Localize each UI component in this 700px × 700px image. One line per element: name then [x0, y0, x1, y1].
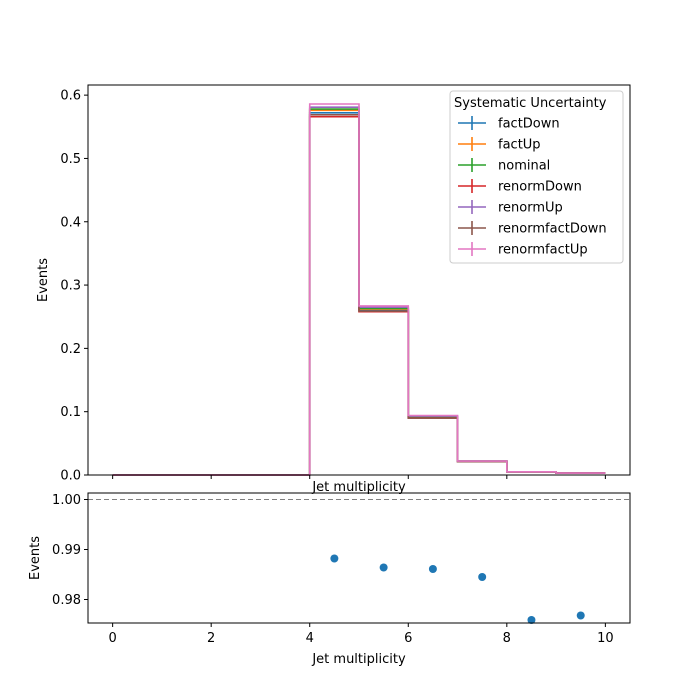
- main-plot-frame: [87, 84, 631, 476]
- legend-label: factDown: [498, 117, 560, 132]
- legend-items: factDown factUp nominal renormDown renormUp r…: [458, 116, 607, 258]
- ratio-y-ticks: 0.98 0.99 1.00: [52, 493, 88, 608]
- legend-box: [449, 90, 624, 264]
- ratio-x-tick-label: 2: [207, 631, 215, 646]
- ratio-point: [576, 611, 585, 620]
- main-y-ticks: 0.0 0.1 0.2 0.3 0.4 0.5 0.6: [60, 89, 88, 484]
- main-y-tick-label: 0.2: [60, 342, 81, 357]
- main-y-tick-label: 0.5: [60, 152, 81, 167]
- legend-item-nominal: nominal: [458, 158, 550, 174]
- ratio-x-tick-label: 0: [108, 631, 116, 646]
- main-y-tick-label: 0.1: [60, 405, 81, 420]
- main-y-tick-label: 0.3: [60, 279, 81, 294]
- legend-item-renormfactDown: renormfactDown: [458, 221, 607, 237]
- legend: Systematic Uncertainty factDown factUp nom…: [449, 90, 624, 264]
- legend-item-renormUp: renormUp: [458, 200, 563, 216]
- ratio-y-axis-label: Events: [28, 536, 43, 580]
- legend-label: renormUp: [498, 201, 563, 216]
- ratio-point: [478, 573, 487, 581]
- main-x-ticks: [112, 475, 606, 479]
- ratio-panel: 0 2 4 6 8 10 0.98 0.99 1.00 Jet multiplicity Ev…: [28, 492, 631, 667]
- main-y-tick-label: 0.6: [60, 89, 81, 104]
- legend-title: Systematic Uncertainty: [454, 96, 607, 111]
- ratio-point: [428, 565, 437, 573]
- legend-label: renormDown: [498, 180, 582, 195]
- legend-label: renormfactUp: [498, 243, 588, 258]
- ratio-x-axis-label: Jet multiplicity: [311, 652, 406, 667]
- main-histogram-panel: 0.0 0.1 0.2 0.3 0.4 0.5 0.6 Jet multiplicity E…: [36, 84, 631, 495]
- ratio-x-ticks: 0 2 4 6 8 10: [108, 623, 614, 646]
- ratio-x-tick-label: 4: [306, 631, 314, 646]
- ratio-y-tick-label: 0.99: [52, 543, 81, 558]
- legend-label: nominal: [498, 159, 550, 174]
- ratio-point: [330, 554, 339, 563]
- legend-item-factDown: factDown: [458, 116, 560, 132]
- ratio-plot-frame: [87, 492, 631, 624]
- ratio-y-tick-label: 1.00: [52, 493, 81, 508]
- ratio-point: [379, 563, 388, 572]
- main-y-tick-label: 0.4: [60, 215, 81, 230]
- ratio-point: [527, 616, 536, 624]
- legend-label: factUp: [498, 138, 541, 153]
- ratio-x-tick-label: 10: [597, 631, 614, 646]
- ratio-points-group: [330, 554, 585, 624]
- ratio-y-tick-label: 0.98: [52, 593, 81, 608]
- legend-item-renormfactUp: renormfactUp: [458, 242, 588, 258]
- main-y-tick-label: 0.0: [60, 469, 81, 484]
- legend-item-factUp: factUp: [458, 137, 541, 153]
- legend-item-renormDown: renormDown: [458, 179, 582, 195]
- legend-label: renormfactDown: [498, 222, 607, 237]
- ratio-x-tick-label: 8: [503, 631, 511, 646]
- main-x-axis-label: Jet multiplicity: [311, 480, 406, 495]
- ratio-x-tick-label: 6: [404, 631, 412, 646]
- main-y-axis-label: Events: [36, 258, 51, 302]
